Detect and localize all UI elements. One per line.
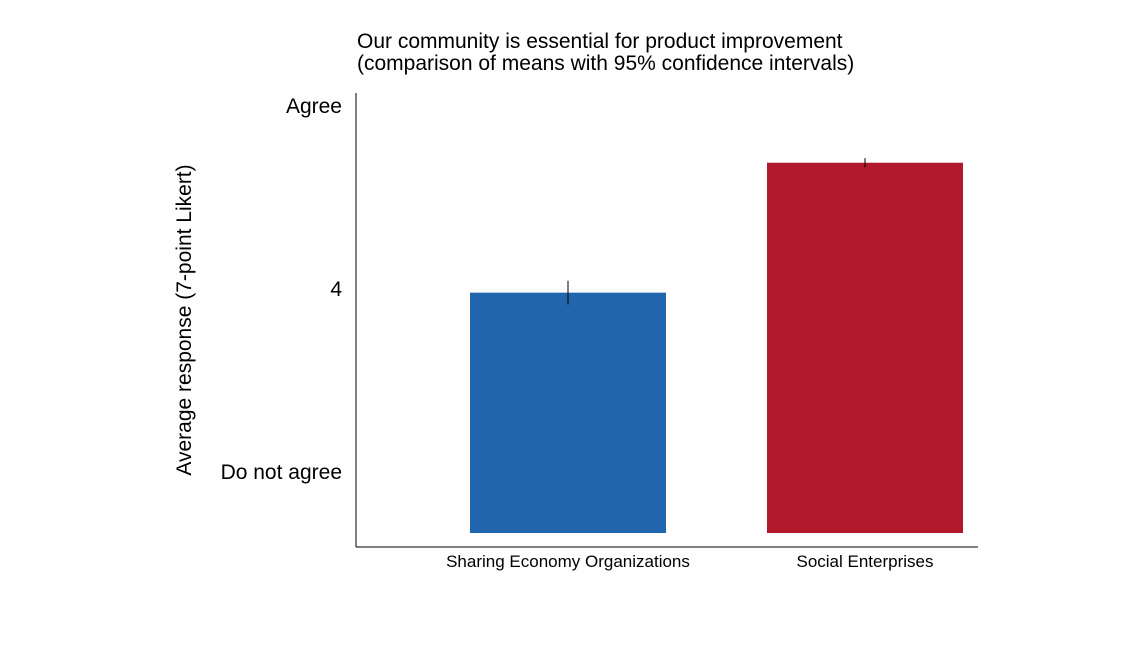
x-tick-labels: Sharing Economy Organizations Social Ente… xyxy=(446,552,933,571)
x-tick-label-1: Sharing Economy Organizations xyxy=(446,552,690,571)
y-axis-label: Average response (7-point Likert) xyxy=(173,164,196,475)
error-bars xyxy=(567,158,866,305)
bars xyxy=(470,162,963,534)
chart-title-line-1: Our community is essential for product i… xyxy=(357,30,843,53)
y-tick-label-1: Do not agree xyxy=(221,461,342,484)
bar-1 xyxy=(470,292,666,533)
x-tick-label-2: Social Enterprises xyxy=(796,552,933,571)
bar-2 xyxy=(767,162,963,534)
y-tick-label-2: 4 xyxy=(330,278,342,301)
chart-title-line-2: (comparison of means with 95% confidence… xyxy=(357,52,854,75)
y-tick-label-3: Agree xyxy=(286,95,342,118)
y-tick-labels: Do not agree 4 Agree xyxy=(221,95,343,484)
chart-title: Our community is essential for product i… xyxy=(357,30,854,75)
